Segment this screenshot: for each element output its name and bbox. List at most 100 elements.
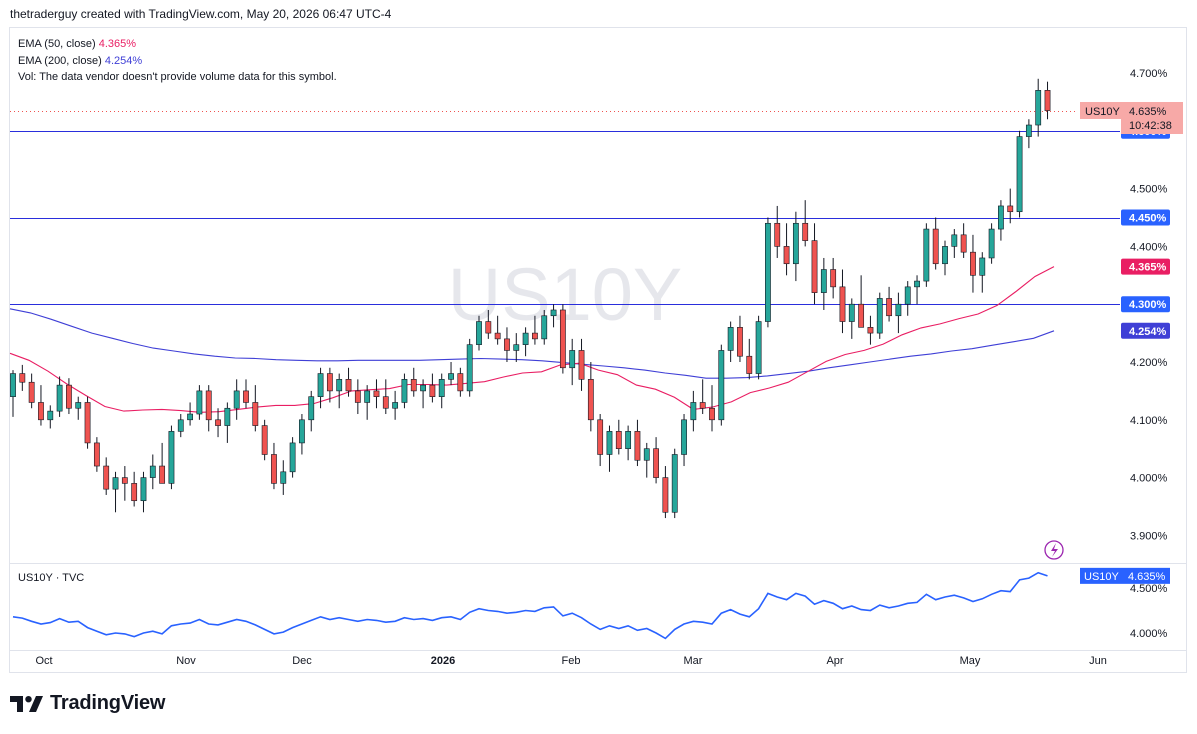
candle-up [904,286,911,305]
candle-down [121,477,128,484]
candle-up [401,379,408,403]
candle-up [364,390,371,403]
candle-up [765,222,771,322]
candle-up [522,332,529,345]
candle-up [438,379,445,397]
y-axis-tick-label: 4.700% [1130,68,1168,80]
ema50-value: 4.365% [98,38,137,50]
candle-down [662,477,669,513]
countdown-label: 10:42:38 [1129,120,1172,132]
candle-up [1025,124,1032,137]
candle-down [457,373,464,392]
candle-up [820,269,827,293]
candle-up [690,402,697,421]
last-price-bg [1121,102,1183,134]
candle-down [830,269,837,288]
candle-down [559,309,566,369]
candle-up [1035,90,1042,126]
candle-up [233,390,240,409]
candle-down [271,454,277,484]
candle-down [746,355,753,374]
candle-down [19,373,26,383]
candle-down [587,379,594,421]
candle-up [476,321,482,345]
candle-up [112,477,119,490]
candle-up [848,303,855,322]
candle-down [504,338,510,351]
candle-up [196,390,203,415]
candle-down [159,465,166,484]
candle-up [280,471,287,484]
ema200-legend-row[interactable]: EMA (200, close) 4.254% [18,53,337,70]
candle-up [75,402,82,409]
candle-up [392,402,399,409]
sub-pane-label: US10Y · TVC [18,572,85,584]
candle-down [93,442,100,467]
candle-down [252,402,259,426]
candle-up [149,465,156,478]
sub-y-axis-tick: 4.000% [1130,628,1168,640]
candle-up [448,373,454,380]
hline-label-4450-bg [1121,209,1170,226]
ema50-legend-row[interactable]: EMA (50, close) 4.365% [18,36,337,53]
sub-y-axis-tick: 4.500% [1130,583,1168,595]
candle-down [811,240,818,293]
candle-down [410,379,417,392]
candle-up [914,280,920,288]
ema50-axis-label-bg [1121,258,1170,275]
tradingview-logo[interactable]: TradingView [10,692,165,715]
candle-down [1007,205,1014,213]
candle-down [597,419,604,455]
candle-up [988,228,995,259]
candle-down [38,402,44,421]
candle-down [354,390,361,403]
candle-up [541,315,548,340]
candle-up [289,442,296,473]
symbol-tag-bg [1080,102,1121,119]
candle-down [326,373,333,392]
candle-down [737,327,743,357]
candle-up [979,257,986,276]
x-axis-tick-label: Jun [1089,655,1107,667]
candle-up [923,228,930,282]
candle-up [718,350,725,421]
ema50-line [9,266,1055,413]
candle-down [699,402,706,409]
candle-up [727,327,734,351]
lightning-circle [1044,540,1064,560]
x-axis-tick-label: 2026 [431,655,455,667]
candle-up [876,298,883,334]
candle-down [615,431,622,449]
symbol-tag: US10Y [1085,106,1121,118]
y-axis-tick-label: 3.900% [1130,530,1168,542]
candle-down [774,222,781,247]
candle-down [485,321,492,334]
candle-up [317,373,324,397]
candle-up [187,413,193,421]
hline-label-4450: 4.450% [1129,213,1167,225]
candle-down [839,286,846,322]
candle-down [653,448,659,478]
ema200-line [9,308,1055,379]
candle-down [970,251,976,276]
candle-down [578,350,585,380]
sub-last-price-label: 4.635% [1128,571,1166,583]
candle-down [345,379,352,392]
lightning-icon [1044,540,1064,560]
tradingview-logo-icon [10,695,43,712]
candle-down [867,327,874,334]
y-axis-tick-label: 4.000% [1130,473,1168,485]
candle-down [373,390,380,397]
lightning-bolt [1051,543,1058,557]
x-axis-tick-label: Mar [684,655,703,667]
candle-up [671,454,678,513]
candle-down [960,234,967,253]
x-axis-tick-label: Nov [176,655,196,667]
chart-attribution: thetraderguy created with TradingView.co… [10,7,392,21]
candle-up [792,222,799,265]
x-axis-tick-label: May [960,655,981,667]
candle-down [802,222,809,241]
ema50-label: EMA (50, close) [18,38,96,50]
candle-down [532,332,538,340]
